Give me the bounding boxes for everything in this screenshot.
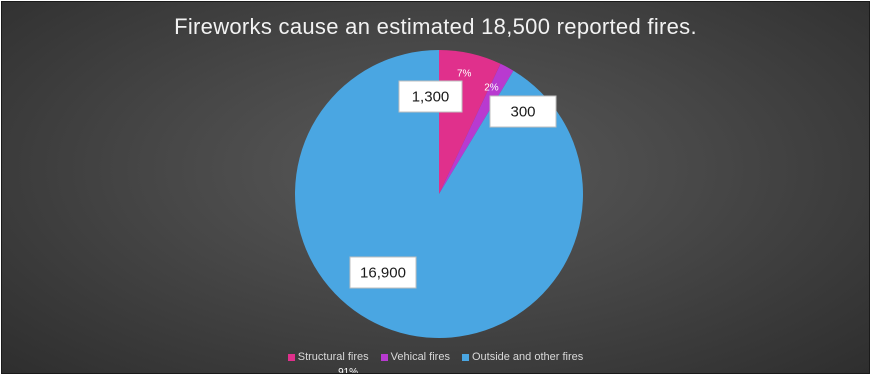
legend-label-vehical: Vehical fires [390,351,450,363]
legend-label-structural: Structural fires [297,351,369,363]
value-label-outside: 16,900 [360,265,406,282]
value-callout-outside: 16,900 [349,256,417,289]
legend-item-vehical: Vehical fires [380,351,450,363]
percent-label-structural: 7% [457,69,472,80]
legend: Structural fires Vehical fires Outside a… [2,351,869,363]
legend-item-structural: Structural fires [287,351,369,363]
value-label-vehical: 300 [510,104,535,121]
value-callout-box-vehical [489,95,557,128]
value-callout-vehical: 300 [489,95,557,128]
legend-label-outside: Outside and other fires [471,351,584,363]
percent-label-outside: 91% [338,367,358,373]
percent-label-vehical: 2% [484,82,499,93]
chart-title: Fireworks cause an estimated 18,500 repo… [174,14,697,39]
legend-item-outside: Outside and other fires [461,351,584,363]
legend-swatch-vehical [380,353,388,361]
legend-swatch-structural [287,353,295,361]
legend-swatch-outside [461,353,469,361]
value-label-structural: 1,300 [412,89,450,106]
value-callout-box-structural [398,80,463,113]
value-callout-box-outside [349,256,417,289]
value-callout-structural: 1,300 [398,80,463,113]
